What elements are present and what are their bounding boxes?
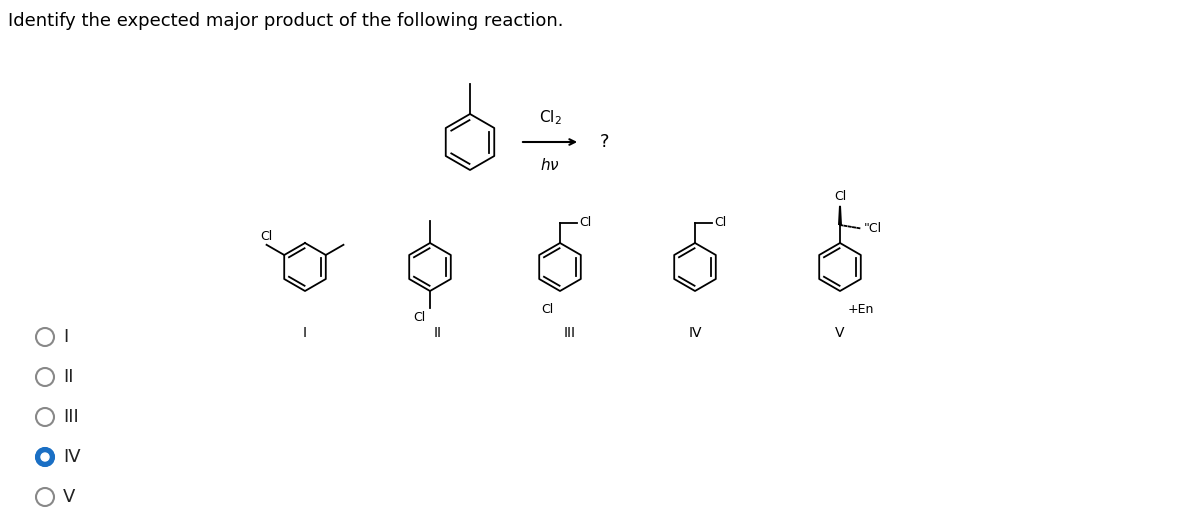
Text: IV: IV xyxy=(64,448,80,466)
Text: I: I xyxy=(302,326,307,340)
Text: III: III xyxy=(64,408,79,426)
Text: $h\nu$: $h\nu$ xyxy=(540,157,560,173)
Text: IV: IV xyxy=(689,326,702,340)
Text: +En: +En xyxy=(847,303,874,316)
Text: Cl: Cl xyxy=(714,216,726,229)
Text: II: II xyxy=(64,368,73,386)
Text: I: I xyxy=(64,328,68,346)
Text: Cl: Cl xyxy=(578,216,592,229)
Text: ?: ? xyxy=(600,133,610,151)
Circle shape xyxy=(36,448,54,466)
Text: Cl: Cl xyxy=(260,230,272,243)
Text: Cl$_2$: Cl$_2$ xyxy=(539,109,562,127)
Text: "Cl: "Cl xyxy=(864,222,882,235)
Text: Identify the expected major product of the following reaction.: Identify the expected major product of t… xyxy=(8,12,564,30)
Text: II: II xyxy=(434,326,442,340)
Text: Cl: Cl xyxy=(414,311,426,324)
Text: Cl: Cl xyxy=(834,189,846,203)
Text: V: V xyxy=(835,326,845,340)
Polygon shape xyxy=(838,206,842,225)
Text: III: III xyxy=(564,326,576,340)
Text: Cl: Cl xyxy=(541,303,554,316)
Text: V: V xyxy=(64,488,76,506)
Circle shape xyxy=(41,453,49,461)
